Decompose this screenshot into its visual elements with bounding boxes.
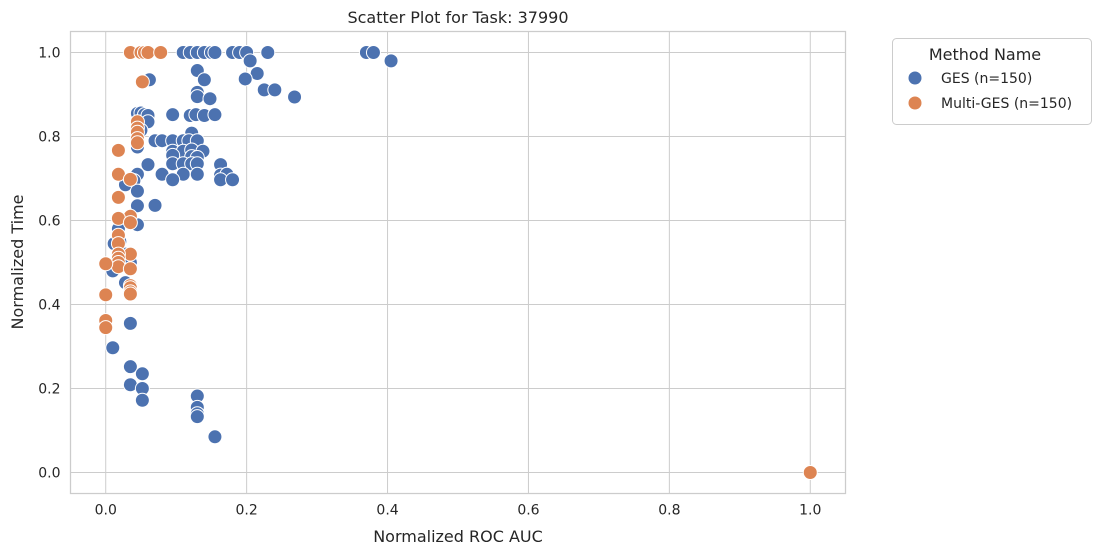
legend-title: Method Name [929, 45, 1041, 64]
legend-marker-multi-ges [907, 95, 923, 111]
y-tick-label: 0.8 [38, 130, 60, 146]
scatter-point [122, 359, 138, 375]
scatter-point [189, 89, 205, 105]
y-tick-labels: 0.0 0.2 0.4 0.6 0.8 1.0 [38, 46, 60, 482]
plot-frame [69, 30, 847, 495]
legend: Method Name GES (n=150) Multi-GES (n=150… [892, 38, 1092, 125]
y-axis-label: Normalized Time [8, 195, 27, 330]
scatter-point [140, 45, 156, 60]
scatter-point [189, 166, 205, 182]
x-axis-label: Normalized ROC AUC [373, 527, 543, 546]
scatter-point [122, 286, 138, 302]
scatter-point [129, 183, 145, 199]
x-tick-labels: 0.0 0.2 0.4 0.6 0.8 1.0 [95, 503, 822, 519]
scatter-point [365, 45, 381, 60]
scatter-point [122, 215, 138, 231]
scatter-point [122, 171, 138, 187]
scatter-point [105, 340, 121, 356]
scatter-point [260, 45, 276, 60]
scatter-point [98, 256, 114, 272]
y-tick-label: 1.0 [38, 46, 60, 62]
scatter-point [383, 53, 399, 69]
y-tick-label: 0.0 [38, 466, 60, 482]
legend-frame [892, 38, 1092, 125]
scatter-point [207, 107, 223, 123]
scatter-point [196, 72, 212, 88]
scatter-point [98, 320, 114, 336]
scatter-point [207, 429, 223, 445]
x-tick-label: 0.0 [95, 503, 117, 519]
scatter-point [147, 197, 163, 213]
scatter-point [165, 172, 181, 188]
scatter-point [242, 53, 258, 69]
series-multi-ges [98, 45, 818, 480]
chart-title: Scatter Plot for Task: 37990 [347, 8, 568, 27]
scatter-point [287, 89, 303, 105]
scatter-point [129, 198, 145, 214]
series-ges [105, 45, 399, 445]
scatter-point [134, 366, 150, 382]
y-tick-label: 0.2 [38, 382, 60, 398]
scatter-point [140, 157, 156, 173]
x-tick-label: 1.0 [799, 503, 821, 519]
x-tick-label: 0.2 [236, 503, 258, 519]
scatter-point [122, 315, 138, 331]
scatter-point [134, 74, 150, 90]
scatter-point [110, 189, 126, 205]
scatter-point [134, 392, 150, 408]
legend-marker-ges [907, 70, 923, 86]
x-tick-label: 0.6 [517, 503, 539, 519]
scatter-point [98, 287, 114, 303]
scatter-point [202, 91, 218, 107]
scatter-point [802, 465, 818, 480]
data-points [98, 45, 818, 480]
scatter-point [122, 261, 138, 277]
x-tick-label: 0.4 [376, 503, 398, 519]
scatter-point [267, 82, 283, 98]
scatter-point [165, 107, 181, 123]
scatter-point [189, 409, 205, 425]
scatter-point [129, 135, 145, 151]
scatter-point [237, 71, 253, 87]
legend-label-multi-ges: Multi-GES (n=150) [941, 96, 1072, 112]
scatter-point [153, 45, 169, 60]
y-tick-label: 0.4 [38, 298, 60, 314]
legend-label-ges: GES (n=150) [941, 71, 1032, 87]
y-tick-label: 0.6 [38, 214, 60, 230]
grid [70, 31, 846, 494]
scatter-point [207, 45, 223, 60]
scatter-point [225, 172, 241, 188]
scatter-point [110, 142, 126, 158]
x-tick-label: 0.8 [658, 503, 680, 519]
